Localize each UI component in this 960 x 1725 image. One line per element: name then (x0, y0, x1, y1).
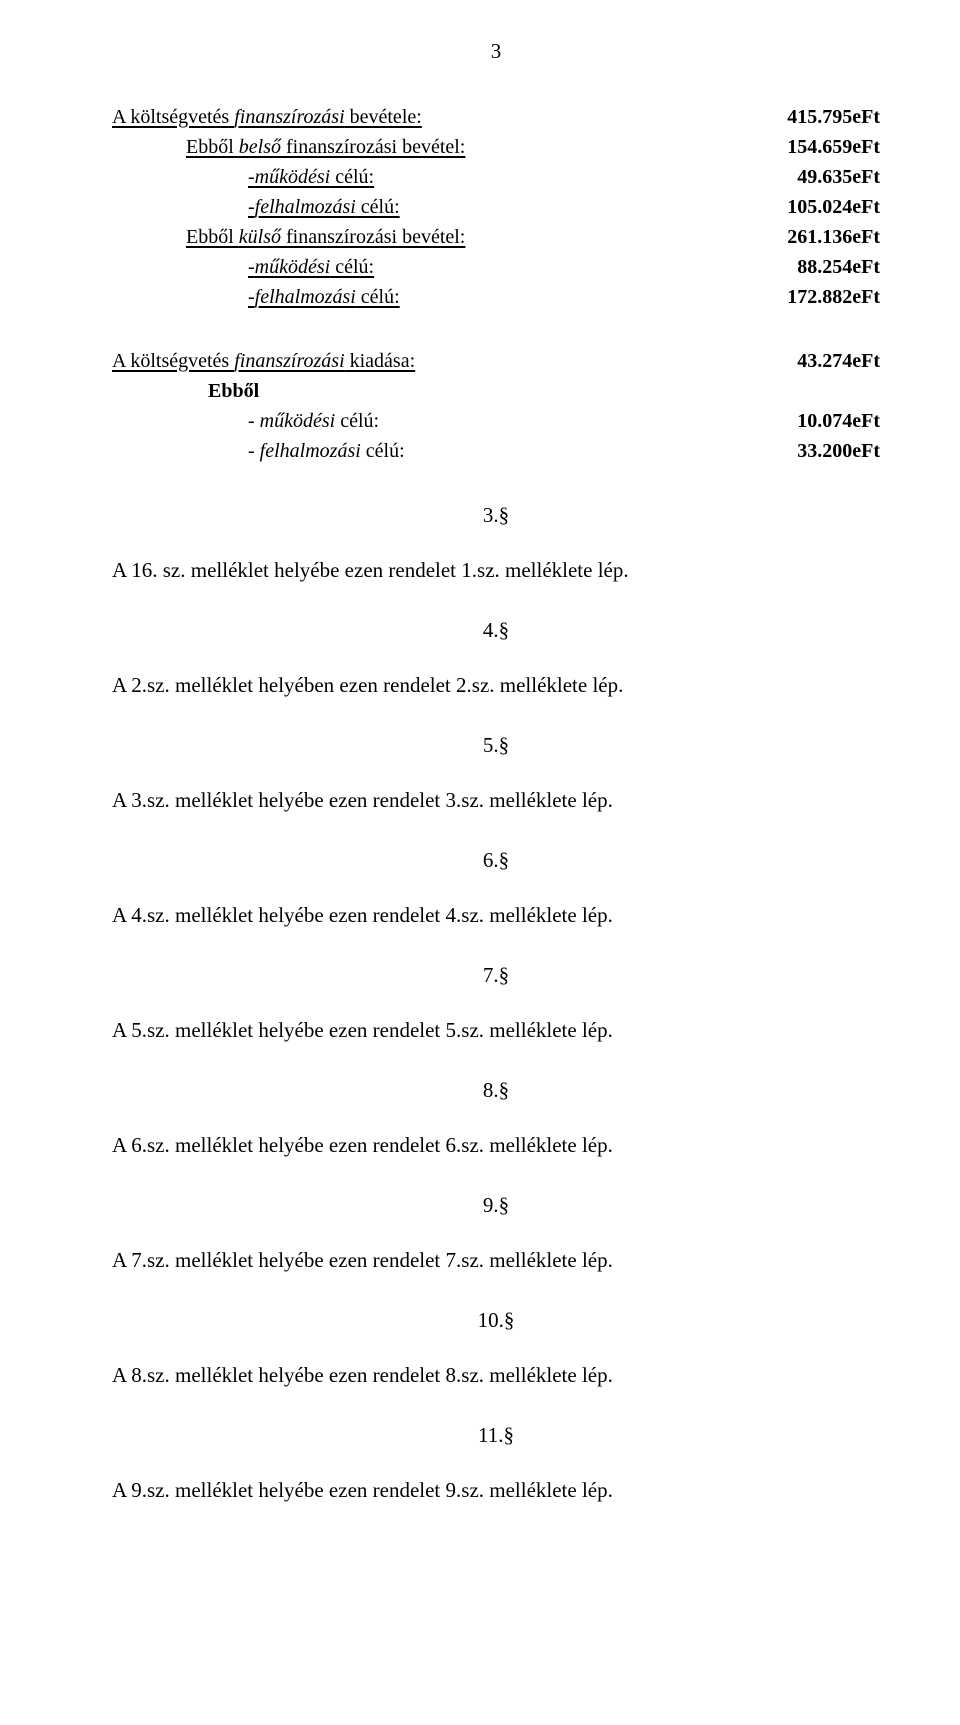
section-number: 5.§ (112, 730, 880, 762)
expense-line: - felhalmozási célú: 33.200eFt (112, 436, 880, 466)
prefix: - (248, 440, 260, 462)
finance-expense-block: A költségvetés finanszírozási kiadása: 4… (112, 346, 880, 466)
revenue-label: -működési célú: (248, 252, 740, 282)
revenue-label: -felhalmozási célú: (248, 282, 740, 312)
prefix: - (248, 166, 255, 188)
revenue-line: -felhalmozási célú: 105.024eFt (112, 192, 880, 222)
prefix: - (248, 286, 255, 308)
expense-line: - működési célú: 10.074eFt (112, 406, 880, 436)
revenue-amount: 49.635eFt (740, 162, 880, 192)
revenue-amount: 154.659eFt (740, 132, 880, 162)
section-paragraph: A 4.sz. melléklet helyébe ezen rendelet … (112, 900, 880, 932)
suffix: célú: (356, 286, 400, 308)
revenue-amount: 261.136eFt (740, 222, 880, 252)
prefix: - (248, 196, 255, 218)
italic: felhalmozási (260, 440, 361, 462)
expense-label: - felhalmozási célú: (248, 436, 740, 466)
revenue-line: -felhalmozási célú: 172.882eFt (112, 282, 880, 312)
section-number: 10.§ (112, 1305, 880, 1337)
suffix: célú: (361, 440, 405, 462)
prefix: - (248, 256, 255, 278)
italic: felhalmozási (255, 196, 356, 218)
revenue-line: Ebből külső finanszírozási bevétel: 261.… (112, 222, 880, 252)
document-page: 3 A költségvetés finanszírozási bevétele… (0, 0, 960, 1567)
suffix: finanszírozási bevétel: (281, 136, 465, 158)
finance-expense-title: A költségvetés finanszírozási kiadása: 4… (112, 346, 880, 376)
section-paragraph: A 2.sz. melléklet helyében ezen rendelet… (112, 670, 880, 702)
revenue-label: Ebből külső finanszírozási bevétel: (186, 222, 740, 252)
revenue-label: -felhalmozási célú: (248, 192, 740, 222)
expense-amount: 10.074eFt (740, 406, 880, 436)
section-paragraph: A 6.sz. melléklet helyébe ezen rendelet … (112, 1130, 880, 1162)
revenue-label: Ebből belső finanszírozási bevétel: (186, 132, 740, 162)
finance-revenue-title: A költségvetés finanszírozási bevétele: … (112, 102, 880, 132)
section-paragraph: A 16. sz. melléklet helyébe ezen rendele… (112, 555, 880, 587)
expense-label: - működési célú: (248, 406, 740, 436)
title-suffix: kiadása: (345, 350, 416, 372)
suffix: finanszírozási bevétel: (281, 226, 465, 248)
prefix: Ebből (186, 226, 239, 248)
revenue-amount: 105.024eFt (740, 192, 880, 222)
suffix: célú: (330, 256, 374, 278)
suffix: célú: (335, 410, 379, 432)
section-number: 6.§ (112, 845, 880, 877)
italic: működési (260, 410, 336, 432)
title-prefix: A költségvetés (112, 106, 234, 128)
revenue-amount: 88.254eFt (740, 252, 880, 282)
section-number: 9.§ (112, 1190, 880, 1222)
finance-expense-title-amount: 43.274eFt (740, 346, 880, 376)
finance-revenue-title-label: A költségvetés finanszírozási bevétele: (112, 102, 740, 132)
finance-revenue-block: A költségvetés finanszírozási bevétele: … (112, 102, 880, 312)
italic: külső (239, 226, 281, 248)
suffix: célú: (356, 196, 400, 218)
section-paragraph: A 3.sz. melléklet helyébe ezen rendelet … (112, 785, 880, 817)
finance-expense-title-label: A költségvetés finanszírozási kiadása: (112, 346, 740, 376)
revenue-amount: 172.882eFt (740, 282, 880, 312)
section-number: 8.§ (112, 1075, 880, 1107)
prefix: Ebből (186, 136, 239, 158)
expense-amount: 33.200eFt (740, 436, 880, 466)
prefix: - (248, 410, 260, 432)
section-paragraph: A 8.sz. melléklet helyébe ezen rendelet … (112, 1360, 880, 1392)
suffix: célú: (330, 166, 374, 188)
revenue-line: -működési célú: 88.254eFt (112, 252, 880, 282)
page-number: 3 (112, 36, 880, 68)
section-number: 11.§ (112, 1420, 880, 1452)
section-paragraph: A 5.sz. melléklet helyébe ezen rendelet … (112, 1015, 880, 1047)
revenue-line: -működési célú: 49.635eFt (112, 162, 880, 192)
section-number: 4.§ (112, 615, 880, 647)
italic: belső (239, 136, 281, 158)
section-paragraph: A 7.sz. melléklet helyébe ezen rendelet … (112, 1245, 880, 1277)
italic: működési (255, 166, 331, 188)
italic: felhalmozási (255, 286, 356, 308)
revenue-line: Ebből belső finanszírozási bevétel: 154.… (112, 132, 880, 162)
expense-sublabel: Ebből (112, 376, 880, 406)
section-number: 3.§ (112, 500, 880, 532)
finance-revenue-title-amount: 415.795eFt (740, 102, 880, 132)
italic: működési (255, 256, 331, 278)
title-suffix: bevétele: (345, 106, 422, 128)
section-number: 7.§ (112, 960, 880, 992)
title-prefix: A költségvetés (112, 350, 234, 372)
title-italic: finanszírozási (234, 350, 344, 372)
revenue-label: -működési célú: (248, 162, 740, 192)
section-paragraph: A 9.sz. melléklet helyébe ezen rendelet … (112, 1475, 880, 1507)
title-italic: finanszírozási (234, 106, 344, 128)
